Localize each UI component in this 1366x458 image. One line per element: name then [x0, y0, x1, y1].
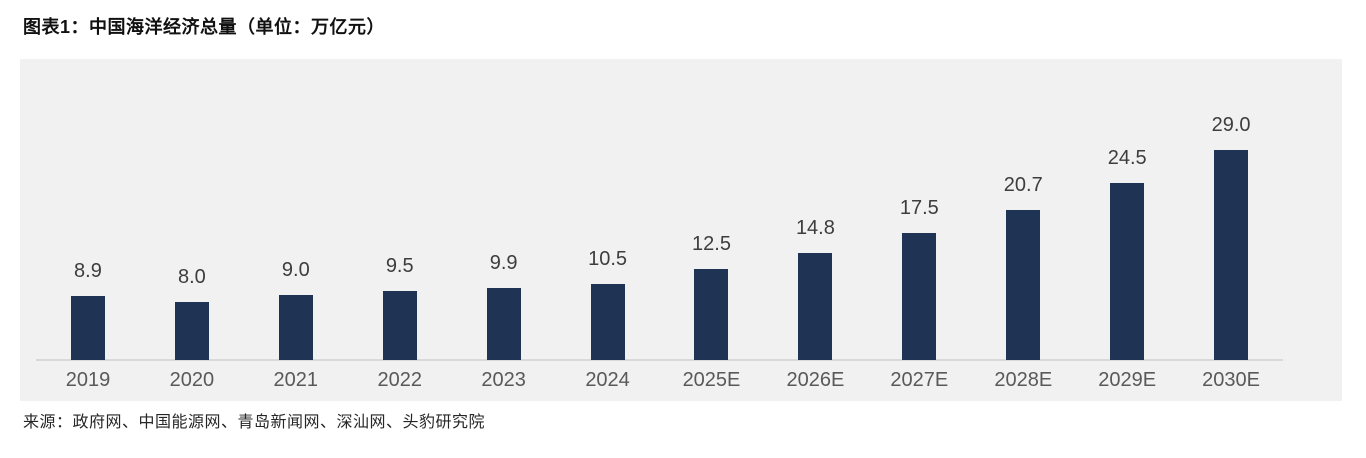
bar	[70, 296, 105, 360]
bar	[1006, 210, 1041, 360]
bar	[174, 302, 209, 360]
plot-area: 8.9 2019 8.0 2020 9.0 2021 9.5 2022 9.9 2023 10.5 2…	[36, 59, 1283, 401]
bar	[382, 291, 417, 360]
bar-column: 12.5 2025E	[660, 59, 764, 401]
bar-value-label: 24.5	[1107, 147, 1147, 169]
x-tick-label: 2024	[585, 369, 630, 391]
bar-value-label: 29.0	[1211, 114, 1251, 136]
x-axis-line	[36, 359, 1283, 361]
bar-column: 9.5 2022	[348, 59, 452, 401]
bar-value-label: 9.9	[489, 252, 518, 274]
chart-panel: 8.9 2019 8.0 2020 9.0 2021 9.5 2022 9.9 2023 10.5 2…	[20, 59, 1342, 401]
x-tick-label: 2026E	[786, 369, 845, 391]
bar-column: 10.5 2024	[556, 59, 660, 401]
x-tick-label: 2022	[377, 369, 422, 391]
bar-column: 29.0 2030E	[1179, 59, 1283, 401]
bar-column: 24.5 2029E	[1075, 59, 1179, 401]
bar-value-label: 8.9	[74, 260, 102, 282]
bar-column: 9.0 2021	[244, 59, 348, 401]
bar-column: 17.5 2027E	[867, 59, 971, 401]
bar	[1214, 150, 1249, 360]
bar	[1110, 183, 1145, 360]
bar-column: 9.9 2023	[452, 59, 556, 401]
x-tick-label: 2025E	[682, 369, 741, 391]
bar-value-label: 12.5	[692, 233, 731, 255]
x-tick-label: 2020	[169, 369, 215, 391]
bar-value-label: 9.5	[385, 255, 414, 277]
bar-column: 20.7 2028E	[971, 59, 1075, 401]
bar	[798, 253, 833, 360]
bar-column: 14.8 2026E	[763, 59, 867, 401]
bar-value-label: 9.0	[281, 259, 310, 281]
bar-column: 8.9 2019	[36, 59, 140, 401]
bar	[694, 269, 729, 360]
bar-value-label: 14.8	[795, 217, 835, 239]
x-tick-label: 2019	[65, 369, 111, 391]
bar	[278, 295, 313, 360]
chart-title: 图表1：中国海洋经济总量（单位：万亿元）	[23, 17, 386, 37]
bar-value-label: 17.5	[899, 197, 939, 219]
x-tick-label: 2023	[481, 369, 526, 391]
bar	[590, 284, 625, 360]
bar	[486, 288, 521, 360]
x-tick-label: 2028E	[994, 369, 1053, 391]
bar-value-label: 20.7	[1003, 174, 1043, 196]
x-tick-label: 2021	[273, 369, 319, 391]
source-note: 来源：政府网、中国能源网、青岛新闻网、深汕网、头豹研究院	[23, 414, 486, 431]
x-tick-label: 2029E	[1098, 369, 1157, 391]
bar-column: 8.0 2020	[140, 59, 244, 401]
bar	[902, 233, 937, 360]
bar-value-label: 8.0	[177, 266, 206, 288]
bar-value-label: 10.5	[588, 248, 628, 270]
x-tick-label: 2030E	[1202, 369, 1261, 391]
x-tick-label: 2027E	[890, 369, 949, 391]
